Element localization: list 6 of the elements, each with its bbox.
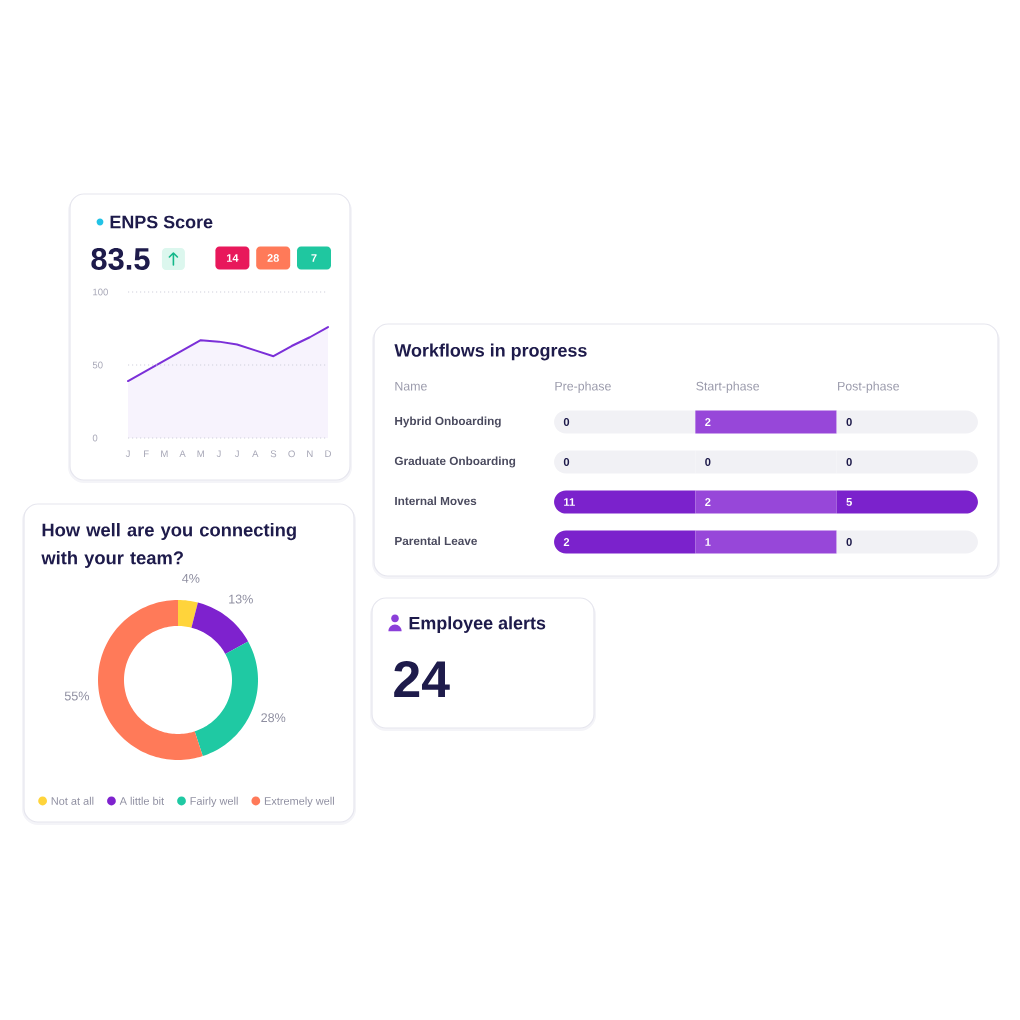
chart-title: How well are you connecting with your team? bbox=[41, 522, 296, 568]
text: 83.5 bbox=[91, 248, 150, 270]
chart-title: ENPS Score bbox=[110, 215, 213, 229]
chart-title: Workflows in progress bbox=[394, 343, 587, 361]
text: Employee alerts bbox=[409, 616, 546, 633]
text: 24 bbox=[394, 660, 450, 698]
